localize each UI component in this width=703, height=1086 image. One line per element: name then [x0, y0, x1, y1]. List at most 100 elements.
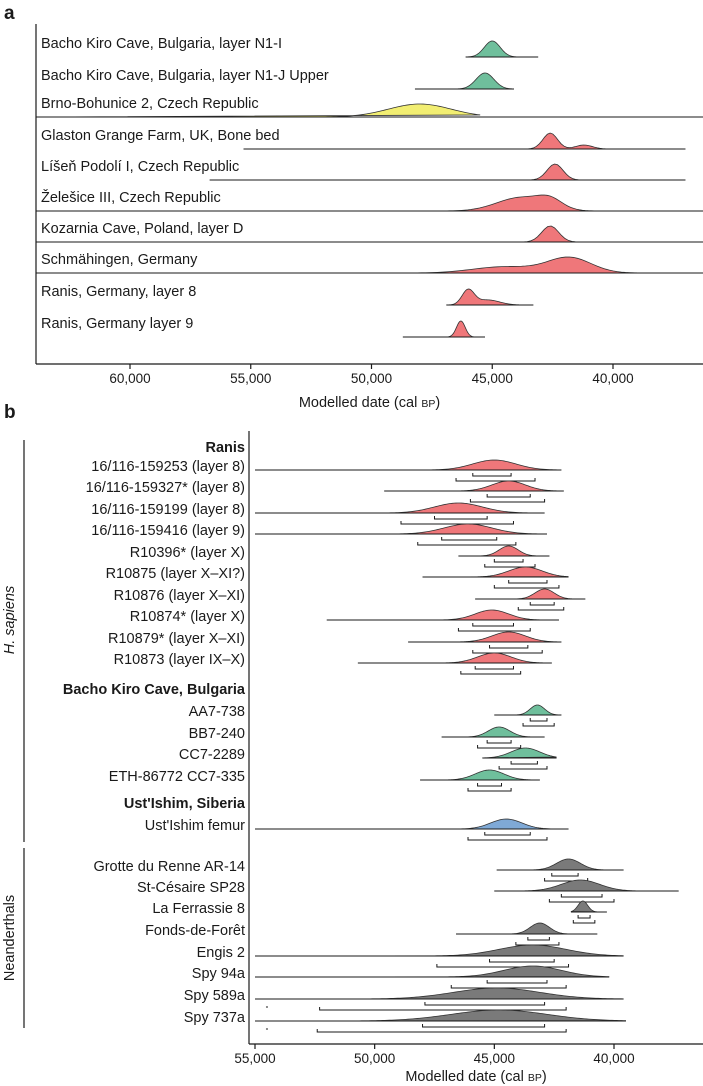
- panel-b-row-r10873-layer-ix-x-label: R10873 (layer IX–X): [114, 652, 245, 668]
- panel-b-group-bacho-kiro-cave-bulgaria-heading: Bacho Kiro Cave, Bulgaria: [63, 682, 246, 698]
- panel-b-x-axis-label-main: Modelled date (cal: [405, 1069, 528, 1085]
- panel-b-row-engis-2-density: [254, 944, 624, 957]
- panel-b-row-st-cesaire-sp28-density: [494, 879, 679, 892]
- panel-b-row-r10874-layer-x: R10874* (layer X): [130, 609, 559, 632]
- panel-b-row-16-116-159327-layer-8-density: [384, 480, 564, 492]
- panel-b-row-fonds-de-foret-density: [456, 922, 598, 935]
- panel-b-row-16-116-159253-layer-8-hpd-bar-68: [472, 473, 512, 477]
- panel-a-row-bacho-kiro-cave-bulgaria-layer-n1-i-label: Bacho Kiro Cave, Bulgaria, layer N1-I: [41, 36, 282, 52]
- panel-a-tick-label-3: 45,000: [472, 371, 513, 386]
- panel-a-x-axis-label-close: ): [435, 395, 440, 411]
- panel-b-row-16-116-159327-layer-8-hpd-bar-95: [469, 499, 546, 503]
- panel-a-row-lisen-podoli-i-czech-republic: Líšeň Podolí I, Czech Republic: [41, 159, 686, 181]
- panel-a-row-bacho-kiro-cave-bulgaria-layer-n1-j-upper-density: [414, 72, 515, 90]
- panel-b-row-eth-86772-cc7-335-density: [420, 769, 540, 781]
- panel-b-group-bacho-kiro-cave-bulgaria: Bacho Kiro Cave, Bulgaria AA7-738 BB7-240 C…: [63, 682, 562, 792]
- panel-b-row-st-cesaire-sp28-label: St-Césaire SP28: [137, 880, 245, 896]
- panel-b-row-16-116-159199-layer-8-density: [254, 502, 545, 514]
- panel-a-row-lisen-podoli-i-czech-republic-label: Líšeň Podolí I, Czech Republic: [41, 159, 239, 175]
- panel-b-row-r10874-layer-x-hpd-bar-95: [457, 628, 531, 632]
- panel-b-row-r10873-layer-ix-x-density: [357, 652, 552, 664]
- panel-b-row-st-cesaire-sp28: St-Césaire SP28: [137, 879, 679, 903]
- panel-b-row-la-ferrassie-8-label: La Ferrassie 8: [152, 901, 245, 917]
- panel-b-row-r10879-layer-x-xi-density: [408, 631, 562, 643]
- panel-b-row-ust-ishim-femur-hpd-bar-95: [467, 837, 548, 841]
- panel-b-row-spy-589a: Spy 589a: [184, 987, 624, 1011]
- panel-a-tick-label-1: 55,000: [230, 371, 271, 386]
- panel-b-row-spy-737a-density: [254, 1009, 626, 1022]
- panel-b-row-r10879-layer-x-xi-label: R10879* (layer X–XI): [108, 631, 245, 647]
- panel-a-tick-label-2: 50,000: [351, 371, 392, 386]
- panel-b-row-spy-589a-hpd-bar-95: [319, 1007, 567, 1011]
- panel-a-row-ranis-germany-layer-8-density: [446, 288, 534, 306]
- panel-b-x-axis-label-close: ): [542, 1069, 547, 1085]
- panel-a-row-bacho-kiro-cave-bulgaria-layer-n1-i: Bacho Kiro Cave, Bulgaria, layer N1-I: [41, 36, 539, 58]
- panel-b-row-la-ferrassie-8: La Ferrassie 8: [152, 900, 607, 924]
- panel-b-row-ust-ishim-femur-hpd-bar-68: [484, 832, 531, 836]
- panel-b-row-r10876-layer-x-xi-label: R10876 (layer X–XI): [114, 588, 245, 604]
- panel-a-row-lisen-podoli-i-czech-republic-density: [209, 163, 686, 181]
- panel-b-row-16-116-159327-layer-8: 16/116-159327* (layer 8): [86, 480, 564, 503]
- panel-a-row-brno-bohunice-2-czech-republic: Brno-Bohunice 2, Czech Republic: [36, 96, 703, 118]
- panel-a-row-schmahingen-germany: Schmähingen, Germany: [36, 252, 703, 274]
- panel-b-row-spy-737a-hpd-bar-68: [422, 1024, 546, 1028]
- panel-b-row-engis-2-hpd-bar-95: [436, 964, 570, 968]
- panel-b-row-bb7-240-hpd-bar-95: [477, 745, 522, 749]
- panel-b-row-r10876-layer-x-xi: R10876 (layer X–XI): [114, 588, 586, 611]
- panel-b-row-ust-ishim-femur-label: Ust'Ishim femur: [145, 818, 245, 834]
- panel-b-row-spy-589a-hpd-bar-68: [424, 1002, 546, 1006]
- panel-b-row-aa7-738-hpd-bar-68: [529, 718, 548, 722]
- panel-label-b: b: [4, 402, 16, 423]
- panel-a-row-ranis-germany-layer-9: Ranis, Germany layer 9: [41, 316, 485, 338]
- panel-b-row-r10396-layer-x-density: [458, 545, 550, 557]
- panel-a-row-zelesice-iii-czech-republic-density: [214, 194, 686, 212]
- panel-a-x-axis-label-main: Modelled date (cal: [299, 395, 422, 411]
- panel-b-row-cc7-2289-density: [482, 747, 557, 759]
- panel-a-row-bacho-kiro-cave-bulgaria-layer-n1-i-density: [465, 40, 539, 58]
- panel-a-row-glaston-grange-farm-uk-bone-bed: Glaston Grange Farm, UK, Bone bed: [41, 128, 686, 150]
- panel-b-row-bb7-240: BB7-240: [189, 726, 545, 749]
- panel-b-row-grotte-du-renne-ar-14-density: [496, 858, 624, 871]
- panel-b-group-ust-ishim-siberia: Ust'Ishim, Siberia Ust'Ishim femur: [124, 796, 569, 841]
- panel-a-row-zelesice-iii-czech-republic-label: Želešice III, Czech Republic: [41, 189, 221, 206]
- panel-b-row-grotte-du-renne-ar-14-hpd-bar-68: [551, 873, 579, 877]
- panel-b-row-16-116-159416-layer-9-label: 16/116-159416 (layer 9): [91, 523, 245, 539]
- panel-b-row-fonds-de-foret-hpd-bar-95: [515, 942, 560, 946]
- panel-b-row-r10876-layer-x-xi-hpd-bar-68: [529, 602, 555, 606]
- panel-a-row-kozarnia-cave-poland-layer-d: Kozarnia Cave, Poland, layer D: [36, 221, 703, 243]
- panel-a-x-axis-label: Modelled date (cal BP): [299, 395, 440, 411]
- panel-b-row-spy-94a-hpd-bar-68: [486, 980, 548, 984]
- panel-b-row-eth-86772-cc7-335-label: ETH-86772 CC7-335: [109, 769, 245, 785]
- panel-a-x-axis-label-bp: BP: [421, 398, 435, 410]
- panel-b-row-fonds-de-foret-label: Fonds-de-Forêt: [145, 923, 245, 939]
- panel-b-row-r10873-layer-ix-x: R10873 (layer IX–X): [114, 652, 552, 675]
- panel-b-row-16-116-159199-layer-8: 16/116-159199 (layer 8): [91, 502, 545, 525]
- panel-a-row-kozarnia-cave-poland-layer-d-label: Kozarnia Cave, Poland, layer D: [41, 221, 243, 237]
- panel-b-row-r10873-layer-ix-x-hpd-bar-95: [460, 671, 522, 675]
- panel-b-row-fonds-de-foret-hpd-bar-68: [527, 937, 550, 941]
- panel-b-row-16-116-159253-layer-8-label: 16/116-159253 (layer 8): [91, 459, 245, 475]
- panel-b-row-16-116-159416-layer-9: 16/116-159416 (layer 9): [91, 523, 547, 546]
- panel-b-row-eth-86772-cc7-335-hpd-bar-68: [477, 783, 503, 787]
- sapiens-side-label: H. sapiens: [2, 586, 18, 655]
- panel-b-row-bb7-240-hpd-bar-68: [486, 740, 512, 744]
- neanderthal-side-label: Neanderthals: [2, 895, 18, 981]
- panel-b-row-spy-589a-density: [254, 987, 624, 1000]
- panel-a-row-brno-bohunice-2-czech-republic-label: Brno-Bohunice 2, Czech Republic: [41, 96, 259, 112]
- panel-b-row-spy-94a: Spy 94a: [192, 965, 610, 989]
- panel-a-tick-label-4: 40,000: [592, 371, 633, 386]
- panel-b-row-16-116-159327-layer-8-hpd-bar-68: [486, 494, 531, 498]
- panel-a-tick-label-0: 60,000: [109, 371, 150, 386]
- panel-b-row-spy-94a-label: Spy 94a: [192, 966, 246, 982]
- panel-b-row-r10396-layer-x-hpd-bar-68: [493, 559, 524, 563]
- panel-b-row-spy-737a-hpd-bar-95: [316, 1029, 567, 1033]
- panel-b-tick-label-3: 40,000: [593, 1051, 634, 1066]
- panel-b-row-16-116-159253-layer-8-density: [254, 459, 562, 471]
- panel-b-row-grotte-du-renne-ar-14: Grotte du Renne AR-14: [93, 858, 624, 882]
- panel-b-row-engis-2-hpd-bar-68: [489, 959, 555, 963]
- panel-a-row-zelesice-iii-czech-republic: Želešice III, Czech Republic: [36, 189, 703, 212]
- panel-b-row-engis-2-label: Engis 2: [197, 945, 245, 961]
- panel-b-row-ust-ishim-femur-density: [255, 818, 569, 830]
- panel-b-row-engis-2: Engis 2: [197, 944, 624, 968]
